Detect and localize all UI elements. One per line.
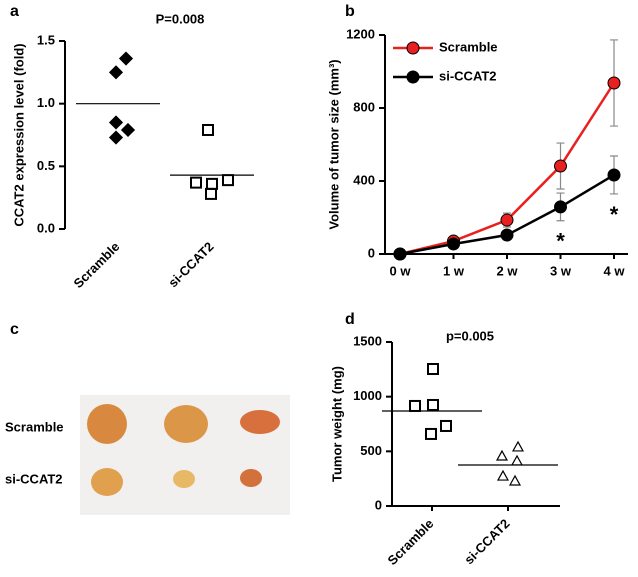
point (510, 454, 524, 466)
x-tick-label: si-CCAT2 (165, 239, 216, 290)
point (554, 200, 567, 214)
point (607, 76, 621, 90)
legend-label: si-CCAT2 (439, 68, 497, 83)
tumor (91, 468, 123, 496)
panel-label: c (10, 321, 19, 338)
point (222, 174, 234, 187)
y-tick-label: 1.0 (37, 95, 55, 110)
x-tick-label: 2 w (497, 263, 519, 278)
point (409, 399, 421, 412)
point (118, 51, 134, 66)
point (495, 449, 509, 461)
point (427, 398, 439, 411)
y-tick-label: 500 (360, 443, 382, 458)
x-tick-label: 0 w (390, 263, 412, 278)
annotation: * (556, 229, 565, 254)
y-tick-label: 0.0 (37, 220, 55, 235)
tumor (173, 470, 195, 488)
y-tick-label: 1000 (353, 388, 382, 403)
point (496, 469, 510, 481)
y-axis-label: CCAT2 expression level (fold) (11, 43, 26, 226)
x-tick-label: 1 w (443, 263, 465, 278)
row-label: Scramble (5, 419, 64, 434)
series-line (399, 82, 616, 256)
tumor (164, 405, 208, 443)
y-tick-label: 0 (375, 497, 382, 512)
x-tick-label: 4 w (604, 263, 626, 278)
annotation: * (610, 202, 619, 227)
point (190, 176, 202, 189)
point (393, 247, 407, 261)
x-tick-label: Scramble (385, 516, 437, 568)
tumor (240, 469, 262, 487)
panel-label: a (10, 3, 19, 20)
x-tick-label: 3 w (550, 263, 572, 278)
legend-marker (406, 41, 420, 55)
panel-label: b (345, 3, 355, 20)
chart-title: P=0.008 (156, 11, 205, 26)
point (202, 123, 214, 136)
row-label: si-CCAT2 (5, 471, 63, 486)
y-tick-label: 1.5 (37, 32, 55, 47)
panel-label: d (345, 311, 355, 328)
point (206, 177, 218, 190)
legend-marker (406, 70, 420, 84)
point (108, 65, 124, 80)
x-tick-label: si-CCAT2 (461, 516, 512, 567)
y-tick-label: 0 (368, 245, 375, 260)
x-tick-label: Scramble (71, 239, 123, 291)
point (511, 440, 525, 452)
point (500, 213, 514, 227)
point (440, 419, 452, 432)
point (508, 474, 522, 486)
y-tick-label: 0.5 (37, 158, 55, 173)
point (108, 115, 124, 130)
point (607, 168, 621, 182)
tumor (240, 410, 280, 434)
point (425, 427, 437, 440)
point (108, 130, 124, 145)
y-axis-label: Tumor weight (mg) (329, 366, 344, 482)
point (427, 363, 439, 376)
y-tick-label: 1500 (353, 333, 382, 348)
tumor (87, 404, 127, 444)
point (120, 122, 136, 138)
y-tick-label: 400 (353, 172, 375, 187)
photo-panel: c Scramble si-CCAT2 (5, 321, 290, 515)
point (554, 159, 567, 173)
point (500, 228, 514, 242)
y-tick-label: 800 (353, 99, 375, 114)
chart-title: p=0.005 (446, 328, 494, 343)
legend-label: Scramble (439, 39, 498, 54)
y-axis-label: Volume of tumor size (mm³) (326, 59, 341, 229)
y-tick-label: 1200 (346, 26, 375, 41)
point (205, 187, 217, 200)
point (447, 237, 460, 251)
